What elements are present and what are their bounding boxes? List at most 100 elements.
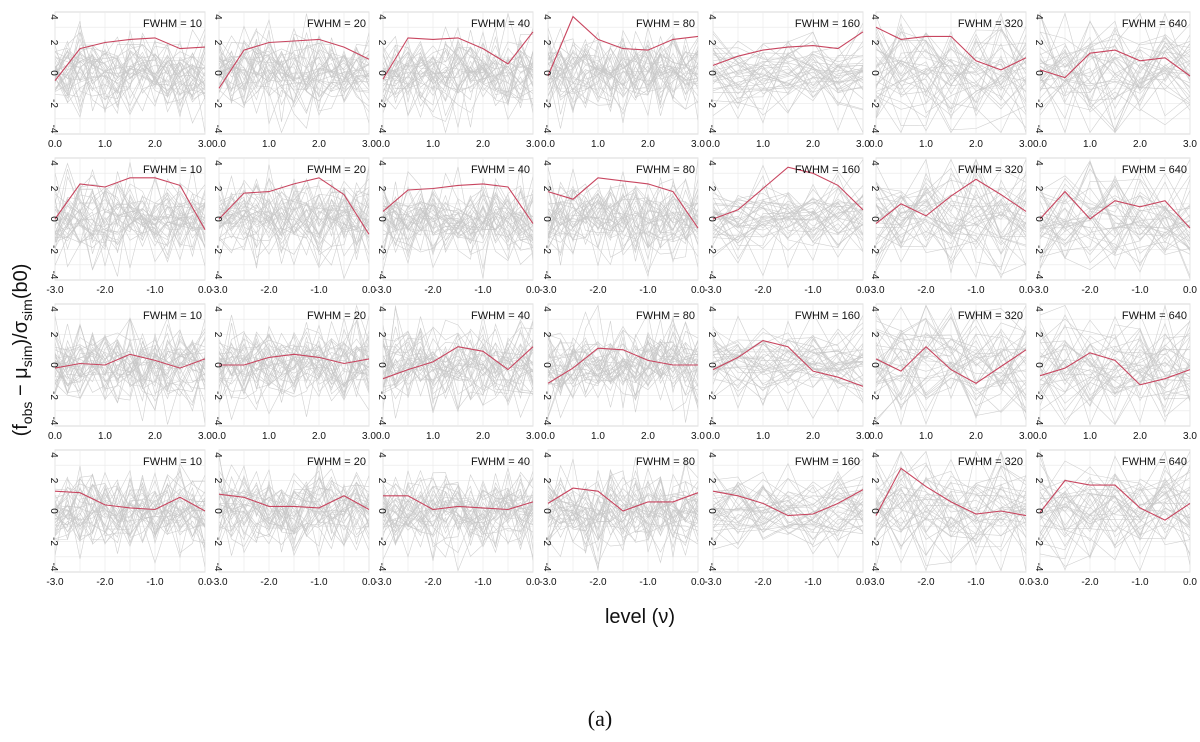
simulation-line bbox=[548, 486, 698, 532]
simulation-line bbox=[55, 216, 205, 247]
simulation-line bbox=[1040, 477, 1190, 536]
simulation-line bbox=[548, 193, 698, 240]
simulation-line bbox=[876, 187, 1026, 246]
y-tick-label: -2 bbox=[376, 245, 387, 254]
y-tick-label: 0 bbox=[706, 70, 717, 76]
simulation-line bbox=[876, 465, 1026, 556]
x-tick-label: -3.0 bbox=[374, 285, 392, 296]
simulation-line bbox=[1040, 47, 1190, 116]
simulation-line bbox=[876, 32, 1026, 103]
simulation-line bbox=[219, 175, 369, 256]
panel-title: FWHM = 20 bbox=[307, 18, 366, 30]
simulation-line bbox=[219, 346, 369, 403]
simulation-line bbox=[219, 39, 369, 91]
y-tick-label: 0 bbox=[541, 362, 552, 368]
simulation-line bbox=[713, 312, 863, 385]
simulation-line bbox=[1040, 42, 1190, 120]
simulation-line bbox=[713, 471, 863, 541]
simulation-line bbox=[876, 31, 1026, 118]
simulation-line bbox=[548, 189, 698, 258]
simulation-line bbox=[713, 475, 863, 546]
x-tick-label: 0.0 bbox=[856, 285, 870, 296]
simulation-line bbox=[876, 315, 1026, 397]
figure-caption: (a) bbox=[587, 706, 613, 731]
observed-line bbox=[712, 166, 864, 220]
simulation-line bbox=[1040, 321, 1190, 425]
simulation-line bbox=[548, 31, 698, 99]
simulation-line bbox=[876, 312, 1026, 411]
simulation-line bbox=[713, 159, 863, 242]
simulation-line bbox=[383, 172, 533, 245]
y-tick-label: 2 bbox=[869, 186, 880, 192]
simulation-line bbox=[548, 481, 698, 541]
y-tick-label: 2 bbox=[1033, 478, 1044, 484]
x-tick-label: 3.0 bbox=[856, 139, 870, 150]
x-tick-label: 0.0 bbox=[691, 577, 705, 588]
simulation-line bbox=[1040, 474, 1190, 567]
simulation-line bbox=[713, 203, 863, 240]
simulation-line bbox=[876, 304, 1026, 407]
y-tick-label: 4 bbox=[212, 452, 223, 458]
simulation-line bbox=[548, 37, 698, 99]
x-tick-label: 1.0 bbox=[1083, 139, 1097, 150]
simulation-line bbox=[55, 204, 205, 244]
simulation-line bbox=[383, 190, 533, 251]
y-tick-label: -2 bbox=[869, 99, 880, 108]
simulation-line bbox=[55, 475, 205, 538]
simulation-line bbox=[219, 204, 369, 266]
panel-r1-c2: FWHM = 20 4 2 0 -2 -4 0.0 1.0 2.0 3.0 bbox=[212, 11, 376, 150]
simulation-line bbox=[876, 450, 1026, 566]
y-tick-label: -4 bbox=[48, 563, 59, 572]
simulation-line bbox=[219, 178, 369, 219]
simulation-line bbox=[383, 26, 533, 93]
simulation-line bbox=[1040, 362, 1190, 398]
y-tick-label: 4 bbox=[1033, 14, 1044, 20]
y-tick-label: 2 bbox=[706, 332, 717, 338]
x-tick-label: 2.0 bbox=[476, 139, 490, 150]
simulation-line bbox=[713, 197, 863, 242]
x-tick-label: 3.0 bbox=[856, 431, 870, 442]
simulation-line bbox=[876, 493, 1026, 536]
simulation-line bbox=[55, 330, 205, 376]
simulation-line bbox=[713, 470, 863, 525]
x-tick-label: 2.0 bbox=[476, 431, 490, 442]
simulation-line bbox=[713, 479, 863, 531]
simulation-line bbox=[876, 36, 1026, 117]
x-tick-label: 0.0 bbox=[869, 431, 883, 442]
panel-title: FWHM = 40 bbox=[471, 310, 530, 322]
simulation-lines bbox=[55, 162, 205, 277]
simulation-line bbox=[219, 475, 369, 530]
simulation-lines bbox=[219, 13, 369, 134]
simulation-line bbox=[713, 57, 863, 114]
simulation-line bbox=[1040, 45, 1190, 101]
simulation-line bbox=[713, 198, 863, 264]
simulation-line bbox=[876, 185, 1026, 244]
simulation-line bbox=[713, 348, 863, 389]
observed-line bbox=[218, 38, 370, 89]
x-tick-label: 3.0 bbox=[691, 139, 705, 150]
panel-title: FWHM = 40 bbox=[471, 18, 530, 30]
y-tick-label: -4 bbox=[541, 271, 552, 280]
simulation-line bbox=[383, 486, 533, 531]
y-tick-label: -2 bbox=[706, 391, 717, 400]
x-tick-label: 0.0 bbox=[376, 139, 390, 150]
simulation-line bbox=[548, 45, 698, 105]
simulation-line bbox=[55, 30, 205, 96]
y-tick-label: 4 bbox=[48, 452, 59, 458]
simulation-line bbox=[55, 468, 205, 541]
x-tick-label: -2.0 bbox=[96, 285, 114, 296]
simulation-line bbox=[383, 486, 533, 551]
simulation-line bbox=[548, 333, 698, 382]
simulation-line bbox=[219, 55, 369, 113]
x-tick-label: 0.0 bbox=[48, 139, 62, 150]
y-tick-label: 4 bbox=[541, 14, 552, 20]
ylabel-part: )/σ bbox=[10, 320, 32, 345]
x-tick-label: 2.0 bbox=[969, 431, 983, 442]
x-tick-label: 0.0 bbox=[856, 577, 870, 588]
simulation-line bbox=[55, 504, 205, 559]
y-tick-label: 2 bbox=[869, 478, 880, 484]
simulation-line bbox=[713, 31, 863, 92]
x-tick-label: -1.0 bbox=[967, 577, 985, 588]
simulation-line bbox=[876, 49, 1026, 134]
